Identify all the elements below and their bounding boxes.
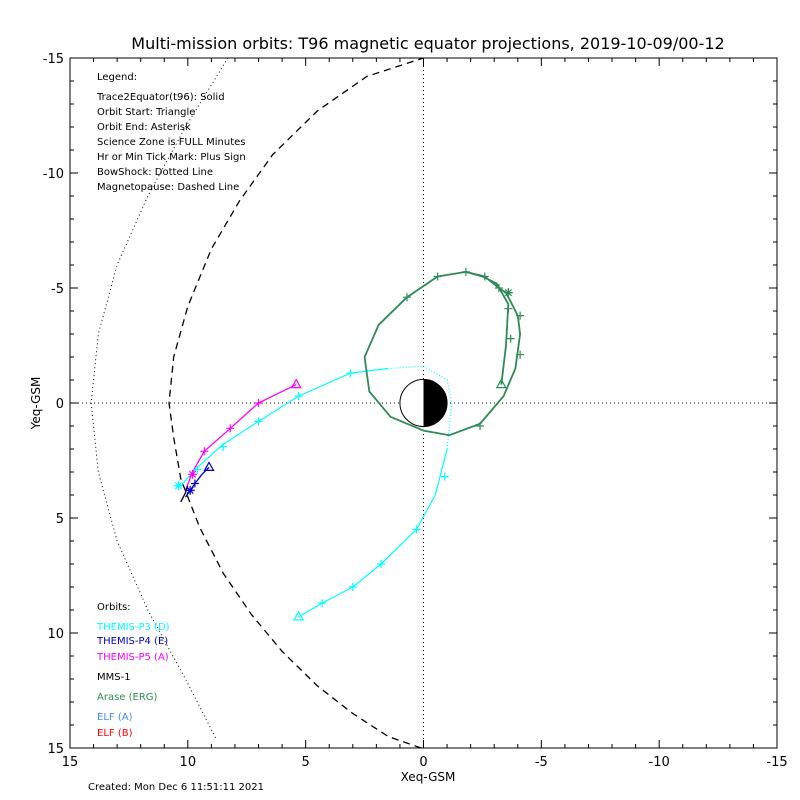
legend-line-4: Science Zone is FULL Minutes xyxy=(97,137,246,148)
y-tick-label: -15 xyxy=(43,52,64,67)
legend-line-2: Orbit Start: Triangle xyxy=(97,107,195,118)
orbit-label-elf-a: ELF (A) xyxy=(97,712,133,723)
x-axis-title: Xeq-GSM xyxy=(401,770,456,784)
hour-tick-arase-erg xyxy=(504,304,513,313)
hour-tick-themis-p3-d xyxy=(348,583,357,591)
y-tick-label: 5 xyxy=(56,512,64,527)
legend-line-1: Trace2Equator(t96): Solid xyxy=(96,92,225,103)
hour-tick-themis-p3-d xyxy=(254,417,263,426)
hour-tick-arase-erg xyxy=(403,293,412,302)
y-tick-label: 15 xyxy=(47,742,64,757)
x-tick-label: 10 xyxy=(180,755,197,770)
hour-tick-themis-p3-d xyxy=(219,442,228,451)
y-axis-title: Yeq-GSM xyxy=(29,377,43,431)
y-tick-label: -10 xyxy=(43,167,64,182)
hour-tick-themis-p3-d xyxy=(193,465,202,474)
orbit-end-asterisk-themis-p5-a xyxy=(188,469,198,479)
orbit-label-elf-b: ELF (B) xyxy=(97,728,133,739)
chart-title: Multi-mission orbits: T96 magnetic equat… xyxy=(131,34,724,53)
hour-tick-themis-p5-a xyxy=(226,424,235,433)
orbit-line-arase-erg xyxy=(363,270,522,437)
hour-tick-arase-erg xyxy=(516,350,525,359)
orbit-label-themis-p4: THEMIS-P4 (E) xyxy=(96,636,168,647)
orbit-end-asterisk-arase-erg xyxy=(503,288,513,298)
legend: Legend: Trace2Equator(t96): Solid Orbit … xyxy=(96,72,246,193)
orbit-label-mms1: MMS-1 xyxy=(97,672,131,683)
hour-tick-themis-p3-d xyxy=(294,392,303,401)
bowshock-line xyxy=(90,58,229,740)
x-tick-label: 15 xyxy=(62,755,79,770)
orbit-line-dotted-themis-p3-d xyxy=(388,365,453,450)
hour-tick-arase-erg xyxy=(494,284,503,292)
created-timestamp: Created: Mon Dec 6 11:51:11 2021 xyxy=(88,782,264,793)
earth-nightside xyxy=(423,379,448,427)
legend-line-6: BowShock: Dotted Line xyxy=(97,167,213,178)
orbit-label-themis-p3: THEMIS-P3 (D) xyxy=(96,622,170,633)
hour-tick-themis-p3-d xyxy=(318,599,327,608)
x-tick-label: 0 xyxy=(419,755,427,770)
orbits-legend: Orbits: THEMIS-P3 (D) THEMIS-P4 (E) THEM… xyxy=(96,602,170,739)
x-tick-label: -15 xyxy=(766,755,787,770)
plot-area xyxy=(69,57,778,749)
orbits-title: Orbits: xyxy=(97,602,131,613)
hour-tick-themis-p3-d xyxy=(412,525,421,534)
y-tick-label: 10 xyxy=(47,627,64,642)
hour-tick-themis-p5-a xyxy=(200,447,209,456)
magnetopause-line xyxy=(168,58,424,748)
y-tick-label: -5 xyxy=(51,282,64,297)
orbit-line-mms-1 xyxy=(180,485,189,503)
hour-tick-themis-p3-d xyxy=(346,369,355,378)
x-tick-label: 5 xyxy=(302,755,310,770)
orbit-label-themis-p5: THEMIS-P5 (A) xyxy=(96,652,169,663)
x-tick-label: -10 xyxy=(649,755,670,770)
hour-tick-themis-p3-d xyxy=(440,472,449,481)
hour-tick-arase-erg xyxy=(516,311,525,320)
hour-tick-themis-p5-a xyxy=(254,399,263,407)
legend-line-5: Hr or Min Tick Mark: Plus Sign xyxy=(97,152,246,163)
orbit-start-triangle-themis-p4-e xyxy=(203,461,215,471)
hour-tick-arase-erg xyxy=(506,334,515,343)
orbit-label-arase: Arase (ERG) xyxy=(97,692,158,703)
orbit-start-triangle-arase-erg xyxy=(495,378,507,389)
legend-line-7: Magnetopause: Dashed Line xyxy=(97,182,239,193)
y-tick-label: 0 xyxy=(56,397,64,412)
hour-tick-arase-erg xyxy=(480,272,489,281)
hour-tick-themis-p4-e xyxy=(190,479,199,488)
x-tick-label: -5 xyxy=(535,755,548,770)
legend-title: Legend: xyxy=(97,72,137,83)
hour-tick-arase-erg xyxy=(461,267,470,276)
hour-tick-themis-p3-d xyxy=(377,560,386,568)
orbit-line-themis-p3-d xyxy=(298,448,448,618)
hour-tick-arase-erg xyxy=(433,272,442,281)
orbit-end-asterisk-themis-p3-d xyxy=(173,481,183,491)
hour-tick-arase-erg xyxy=(476,422,485,430)
legend-line-3: Orbit End: Asterisk xyxy=(97,122,191,133)
orbit-start-triangle-themis-p3-d xyxy=(293,610,305,621)
orbit-end-asterisk-themis-p4-e xyxy=(185,485,195,495)
orbit-start-triangle-themis-p5-a xyxy=(290,378,302,389)
